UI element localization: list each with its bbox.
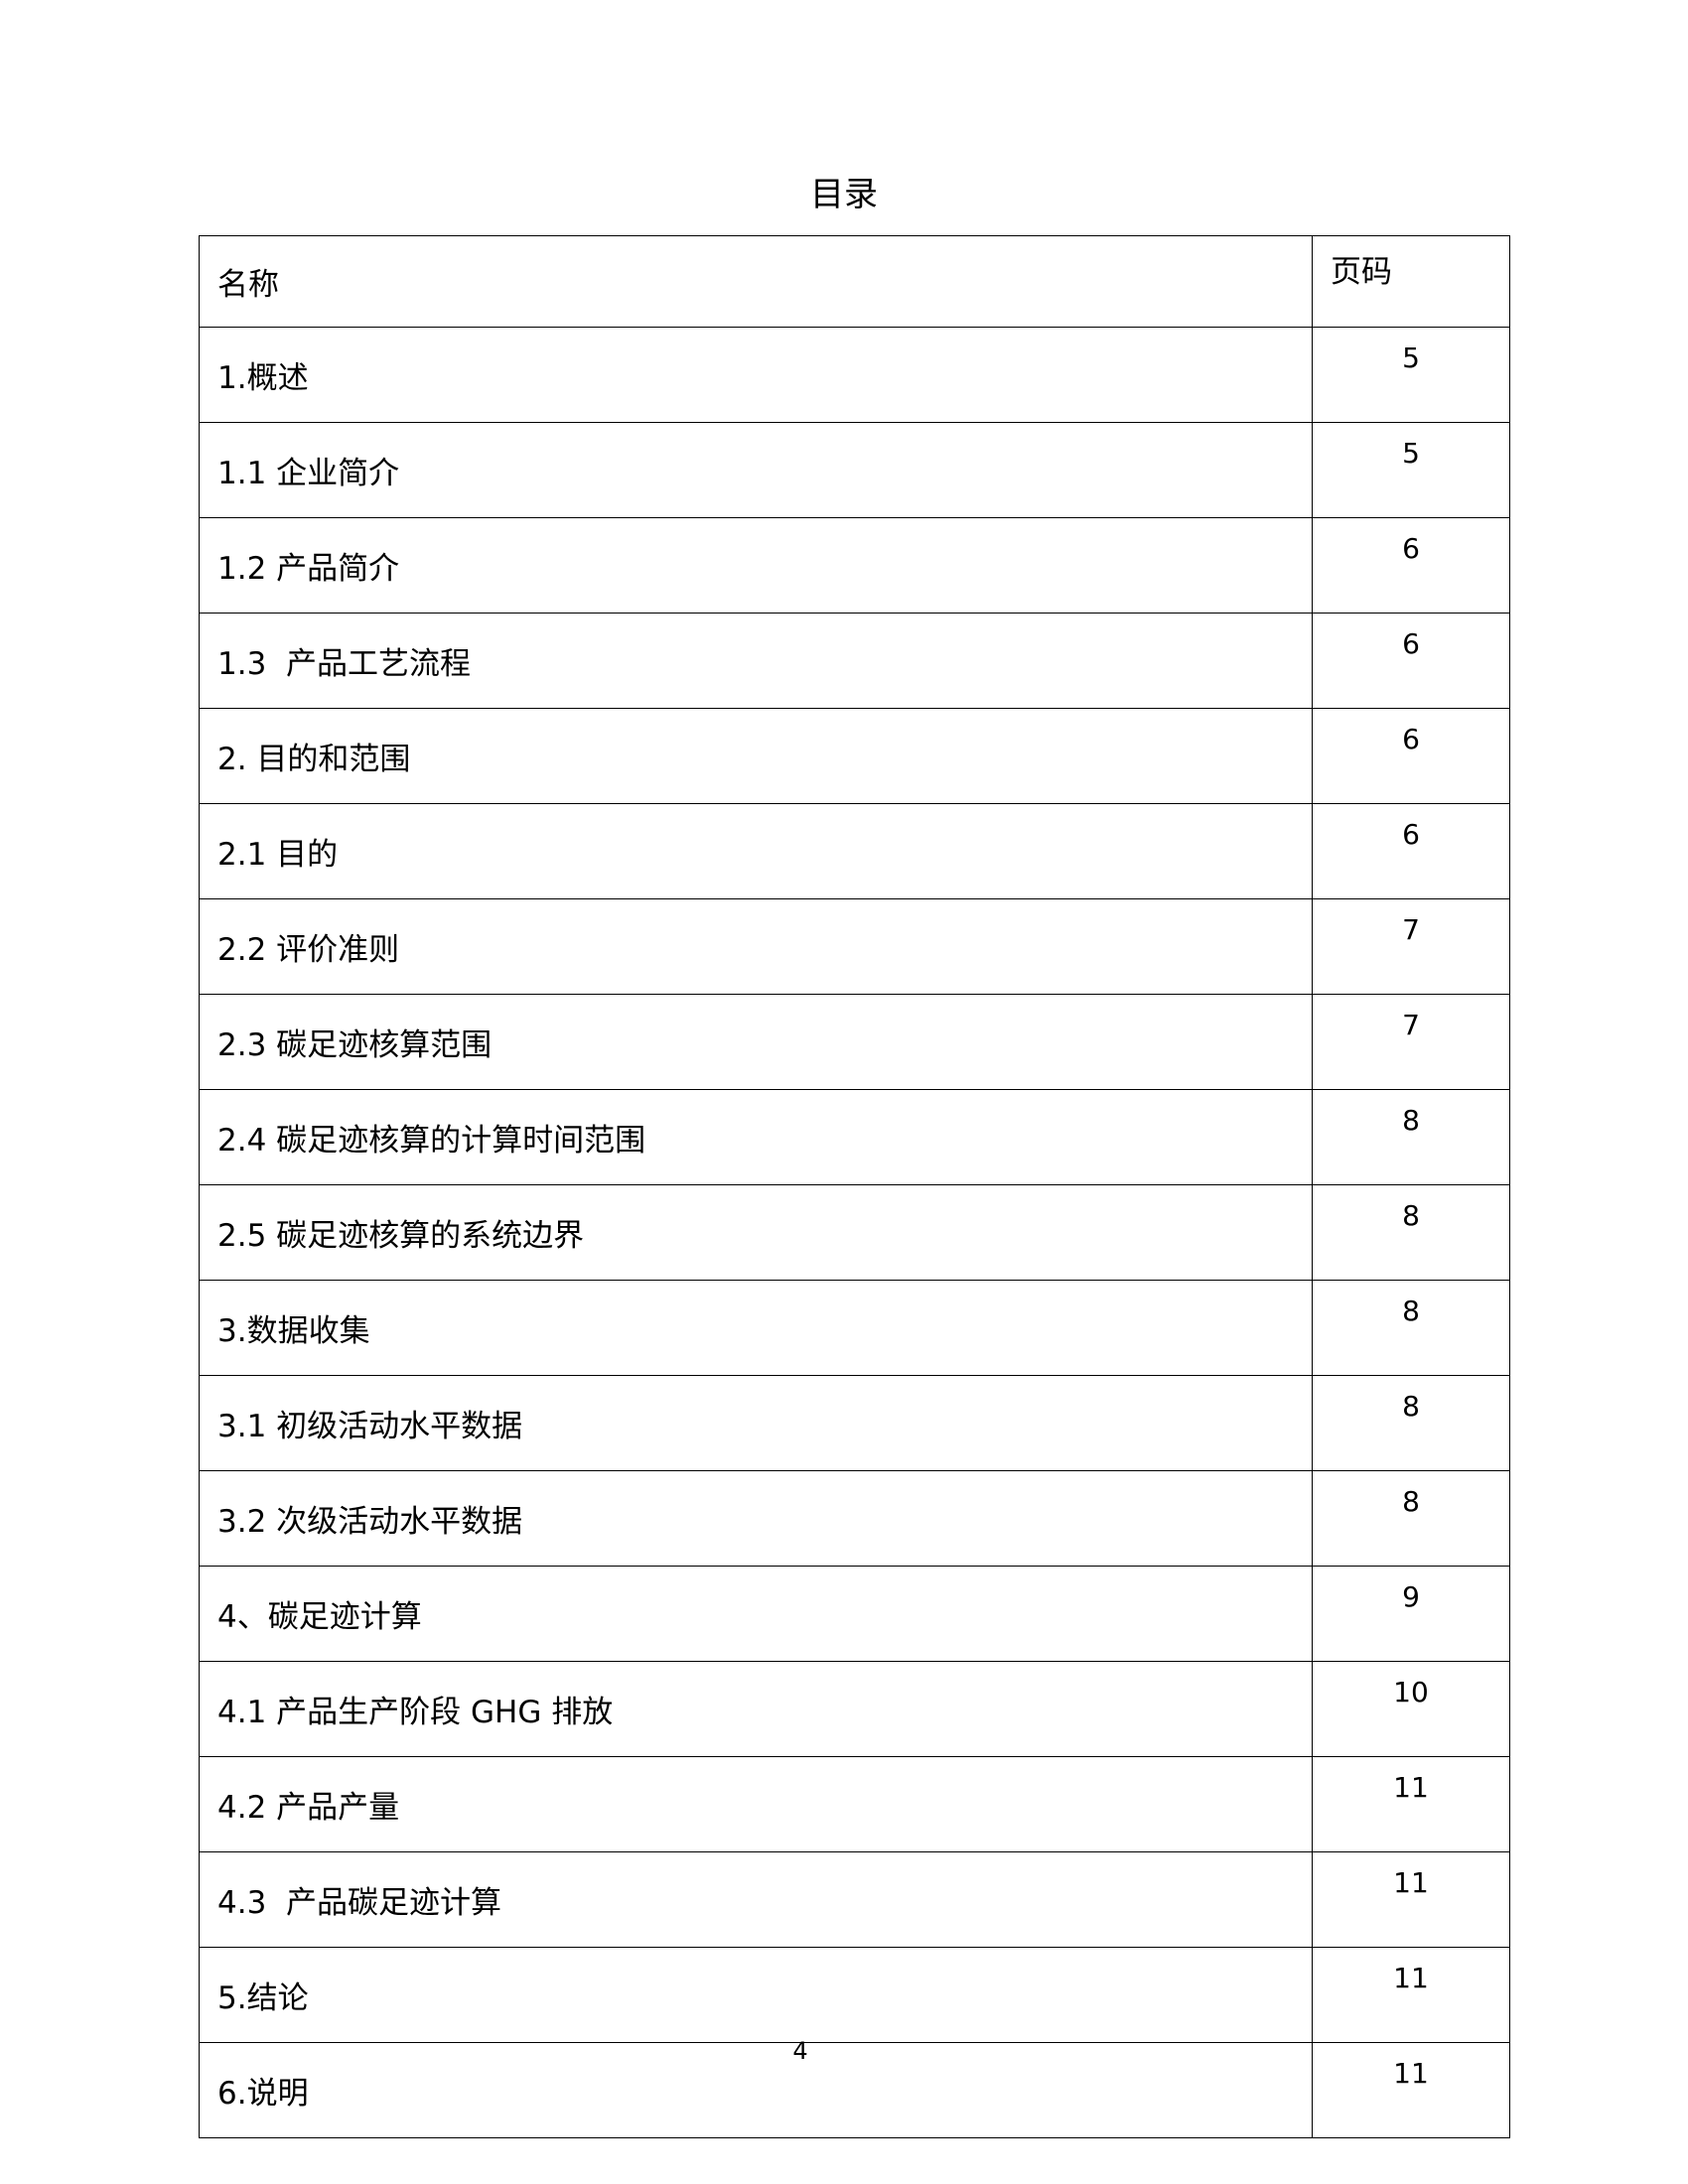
toc-entry-name: 1.概述 bbox=[199, 327, 1313, 423]
toc-entry-name: 3.数据收集 bbox=[199, 1280, 1313, 1376]
toc-entry-name: 4.2 产品产量 bbox=[199, 1756, 1313, 1852]
toc-row[interactable]: 1.3 产品工艺流程 6 bbox=[199, 613, 1510, 709]
toc-row[interactable]: 6.说明 11 bbox=[199, 2042, 1510, 2138]
toc-entry-page: 5 bbox=[1312, 327, 1510, 423]
toc-row[interactable]: 1.概述 5 bbox=[199, 327, 1510, 423]
toc-row[interactable]: 1.2 产品简介 6 bbox=[199, 517, 1510, 614]
toc-row[interactable]: 4.2 产品产量 11 bbox=[199, 1756, 1510, 1852]
header-name: 名称 bbox=[199, 235, 1313, 328]
toc-entry-name: 1.1 企业简介 bbox=[199, 422, 1313, 518]
toc-entry-name: 1.2 产品简介 bbox=[199, 517, 1313, 614]
toc-row[interactable]: 4.1 产品生产阶段 GHG 排放 10 bbox=[199, 1661, 1510, 1757]
toc-entry-page: 7 bbox=[1312, 994, 1510, 1090]
toc-entry-page: 7 bbox=[1312, 898, 1510, 995]
toc-row[interactable]: 4、碳足迹计算 9 bbox=[199, 1566, 1510, 1662]
toc-table: 名称 页码 1.概述 5 1.1 企业简介 5 1.2 产品简介 6 1.3 产品工艺流程 6… bbox=[199, 235, 1510, 2138]
toc-entry-page: 9 bbox=[1312, 1566, 1510, 1662]
toc-entry-name: 3.2 次级活动水平数据 bbox=[199, 1470, 1313, 1567]
toc-entry-page: 11 bbox=[1312, 1851, 1510, 1948]
toc-entry-name: 2.3 碳足迹核算范围 bbox=[199, 994, 1313, 1090]
toc-row[interactable]: 3.1 初级活动水平数据 8 bbox=[199, 1375, 1510, 1471]
toc-entry-page: 6 bbox=[1312, 708, 1510, 804]
toc-entry-page: 6 bbox=[1312, 803, 1510, 899]
toc-row[interactable]: 2.4 碳足迹核算的计算时间范围 8 bbox=[199, 1089, 1510, 1185]
toc-entry-name: 2.1 目的 bbox=[199, 803, 1313, 899]
toc-entry-name: 2.2 评价准则 bbox=[199, 898, 1313, 995]
toc-entry-name: 4.1 产品生产阶段 GHG 排放 bbox=[199, 1661, 1313, 1757]
toc-entry-name: 6.说明 bbox=[199, 2042, 1313, 2138]
toc-entry-page: 11 bbox=[1312, 1947, 1510, 2043]
toc-row[interactable]: 3.2 次级活动水平数据 8 bbox=[199, 1470, 1510, 1567]
toc-entry-page: 8 bbox=[1312, 1375, 1510, 1471]
toc-row[interactable]: 2.3 碳足迹核算范围 7 bbox=[199, 994, 1510, 1090]
toc-entry-name: 4、碳足迹计算 bbox=[199, 1566, 1313, 1662]
toc-entry-page: 8 bbox=[1312, 1184, 1510, 1281]
toc-row[interactable]: 2.2 评价准则 7 bbox=[199, 898, 1510, 995]
toc-row[interactable]: 3.数据收集 8 bbox=[199, 1280, 1510, 1376]
toc-entry-name: 2.4 碳足迹核算的计算时间范围 bbox=[199, 1089, 1313, 1185]
toc-entry-name: 1.3 产品工艺流程 bbox=[199, 613, 1313, 709]
toc-title: 目录 bbox=[810, 175, 878, 214]
toc-row[interactable]: 2.5 碳足迹核算的系统边界 8 bbox=[199, 1184, 1510, 1281]
toc-row[interactable]: 2.1 目的 6 bbox=[199, 803, 1510, 899]
toc-entry-page: 6 bbox=[1312, 517, 1510, 614]
toc-row[interactable]: 4.3 产品碳足迹计算 11 bbox=[199, 1851, 1510, 1948]
toc-entry-name: 5.结论 bbox=[199, 1947, 1313, 2043]
toc-entry-name: 2. 目的和范围 bbox=[199, 708, 1313, 804]
toc-row[interactable]: 2. 目的和范围 6 bbox=[199, 708, 1510, 804]
toc-row[interactable]: 1.1 企业简介 5 bbox=[199, 422, 1510, 518]
page-number: 4 bbox=[792, 2037, 808, 2065]
toc-row[interactable]: 5.结论 11 bbox=[199, 1947, 1510, 2043]
toc-entry-page: 8 bbox=[1312, 1280, 1510, 1376]
toc-entry-name: 2.5 碳足迹核算的系统边界 bbox=[199, 1184, 1313, 1281]
toc-entry-page: 5 bbox=[1312, 422, 1510, 518]
toc-entry-page: 8 bbox=[1312, 1470, 1510, 1567]
toc-entry-page: 10 bbox=[1312, 1661, 1510, 1757]
toc-entry-page: 11 bbox=[1312, 1756, 1510, 1852]
toc-entry-page: 11 bbox=[1312, 2042, 1510, 2138]
toc-entry-page: 8 bbox=[1312, 1089, 1510, 1185]
toc-entry-page: 6 bbox=[1312, 613, 1510, 709]
header-page: 页码 bbox=[1312, 235, 1510, 328]
toc-entry-name: 4.3 产品碳足迹计算 bbox=[199, 1851, 1313, 1948]
toc-entry-name: 3.1 初级活动水平数据 bbox=[199, 1375, 1313, 1471]
toc-header-row: 名称 页码 bbox=[199, 235, 1510, 328]
